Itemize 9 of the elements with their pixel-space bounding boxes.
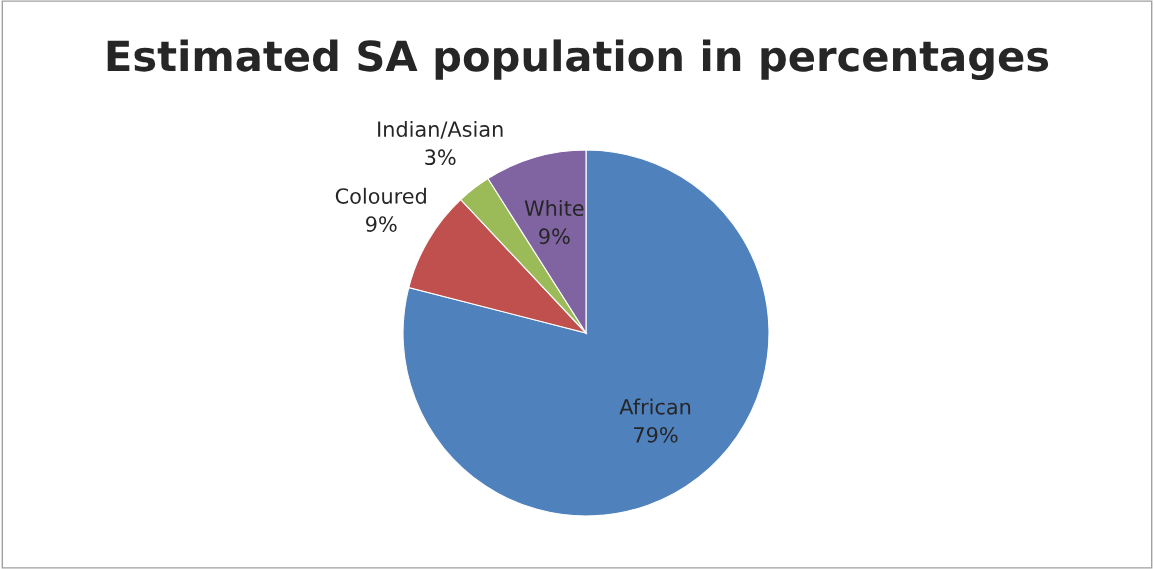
data-label: 3% <box>425 149 456 166</box>
data-label: 79% <box>634 426 678 443</box>
chart-title: Estimated SA population in percentages <box>107 39 1049 81</box>
data-label: 9% <box>539 228 570 245</box>
slice-label: African <box>619 398 691 415</box>
slice-label: Coloured <box>335 187 426 204</box>
slice-label: White <box>524 199 584 217</box>
slice-label: Indian/Asian <box>378 120 503 139</box>
data-label: 9% <box>366 216 397 232</box>
